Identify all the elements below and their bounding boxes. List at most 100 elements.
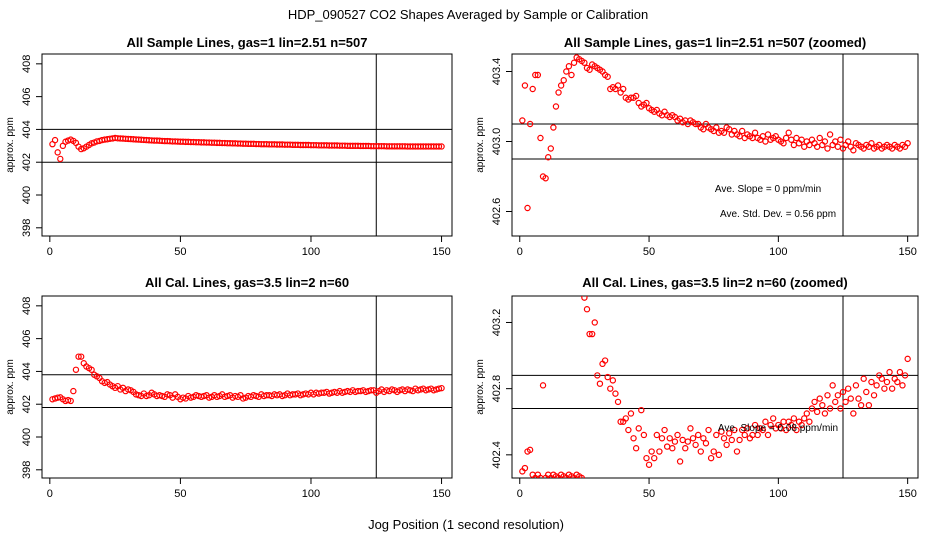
data-point: [663, 443, 671, 450]
data-point: [801, 143, 808, 150]
x-tick-label: 0: [47, 246, 53, 258]
data-point: [617, 418, 624, 425]
data-point: [842, 398, 849, 406]
x-tick-label: 100: [302, 246, 320, 258]
y-tick-label: 404: [21, 362, 33, 380]
data-point: [886, 368, 893, 376]
data-point: [868, 378, 875, 386]
data-point: [793, 426, 800, 434]
data-point: [826, 405, 834, 412]
plot-frame: [511, 53, 919, 237]
data-point: [888, 385, 896, 392]
data-point: [839, 388, 847, 396]
y-tick-label: 402: [21, 153, 33, 171]
y-tick-label: 403.0: [491, 128, 503, 156]
data-point: [435, 385, 443, 392]
data-point: [834, 143, 842, 150]
data-point: [762, 418, 769, 425]
data-point: [671, 438, 679, 445]
data-point: [896, 368, 904, 376]
data-point: [868, 140, 875, 147]
data-point: [733, 448, 741, 455]
data-series: [49, 353, 445, 405]
data-point: [878, 375, 885, 382]
data-point: [604, 373, 611, 381]
data-point: [651, 454, 658, 462]
data-point: [72, 366, 80, 373]
data-point: [435, 143, 443, 150]
data-point: [653, 431, 661, 439]
data-point: [707, 454, 715, 462]
data-point: [568, 71, 575, 79]
panels: All Sample Lines, gas=1 lin=2.51 n=507 0 5…: [5, 35, 919, 500]
data-point: [539, 382, 547, 389]
panel-title: All Sample Lines, gas=1 lin=2.51 n=507 (…: [564, 35, 866, 50]
y-tick-label: 402.6: [491, 198, 503, 226]
data-point: [545, 154, 552, 161]
data-point: [682, 445, 689, 452]
data-point: [542, 175, 549, 182]
x-tick-label: 150: [432, 246, 450, 258]
data-point: [622, 415, 629, 422]
data-point: [591, 319, 598, 326]
data-point: [612, 390, 619, 397]
data-point: [738, 127, 746, 135]
data-point: [726, 430, 733, 437]
y-tick-label: 404: [21, 120, 33, 138]
data-point: [619, 85, 627, 93]
y-tick-label: 403.4: [491, 58, 503, 86]
y-axis-label: approx. ppm: [5, 117, 16, 173]
data-point: [658, 435, 666, 442]
data-point: [632, 445, 640, 452]
data-point: [904, 355, 911, 363]
data-point: [532, 71, 539, 79]
data-point: [881, 385, 888, 392]
data-point: [601, 357, 609, 364]
data-point: [687, 425, 694, 432]
data-point: [588, 330, 596, 338]
y-tick-label: 406: [21, 329, 33, 347]
data-point: [837, 136, 844, 143]
plot-frame: [41, 295, 453, 479]
data-point: [720, 129, 728, 136]
x-tick-label: 50: [174, 488, 186, 500]
data-point: [692, 441, 699, 449]
y-axis-label: approx. ppm: [5, 359, 16, 415]
data-point: [790, 141, 798, 149]
data-point: [759, 426, 767, 434]
data-point: [614, 82, 622, 89]
data-point: [824, 392, 831, 399]
data-point: [643, 454, 650, 462]
data-point: [67, 397, 74, 405]
data-point: [438, 384, 445, 392]
data-point: [767, 421, 774, 429]
data-point: [645, 461, 653, 468]
y-tick-label: 403.2: [491, 309, 503, 337]
chart-panel: All Sample Lines, gas=1 lin=2.51 n=507 0 5…: [5, 35, 453, 258]
data-point: [782, 134, 790, 142]
data-point: [648, 448, 655, 455]
data-point: [793, 134, 800, 142]
data-point: [819, 402, 826, 409]
data-point: [526, 120, 534, 128]
data-point: [883, 378, 891, 386]
data-point: [801, 415, 808, 422]
data-point: [630, 435, 637, 442]
y-tick-label: 402.4: [491, 441, 503, 469]
data-point: [821, 410, 829, 417]
data-point: [586, 66, 593, 73]
data-point: [534, 71, 542, 79]
data-point: [713, 124, 720, 131]
y-tick-label: 408: [21, 297, 33, 315]
data-point: [570, 59, 578, 66]
data-point: [583, 306, 591, 313]
data-point: [627, 410, 635, 417]
data-point: [764, 431, 772, 439]
chart-panel: All Cal. Lines, gas=3.5 lin=2 n=60 0 50 100…: [5, 275, 453, 500]
data-point: [661, 426, 668, 434]
data-point: [710, 448, 717, 455]
data-point: [837, 405, 844, 412]
data-point: [565, 63, 573, 70]
data-point: [769, 415, 777, 422]
